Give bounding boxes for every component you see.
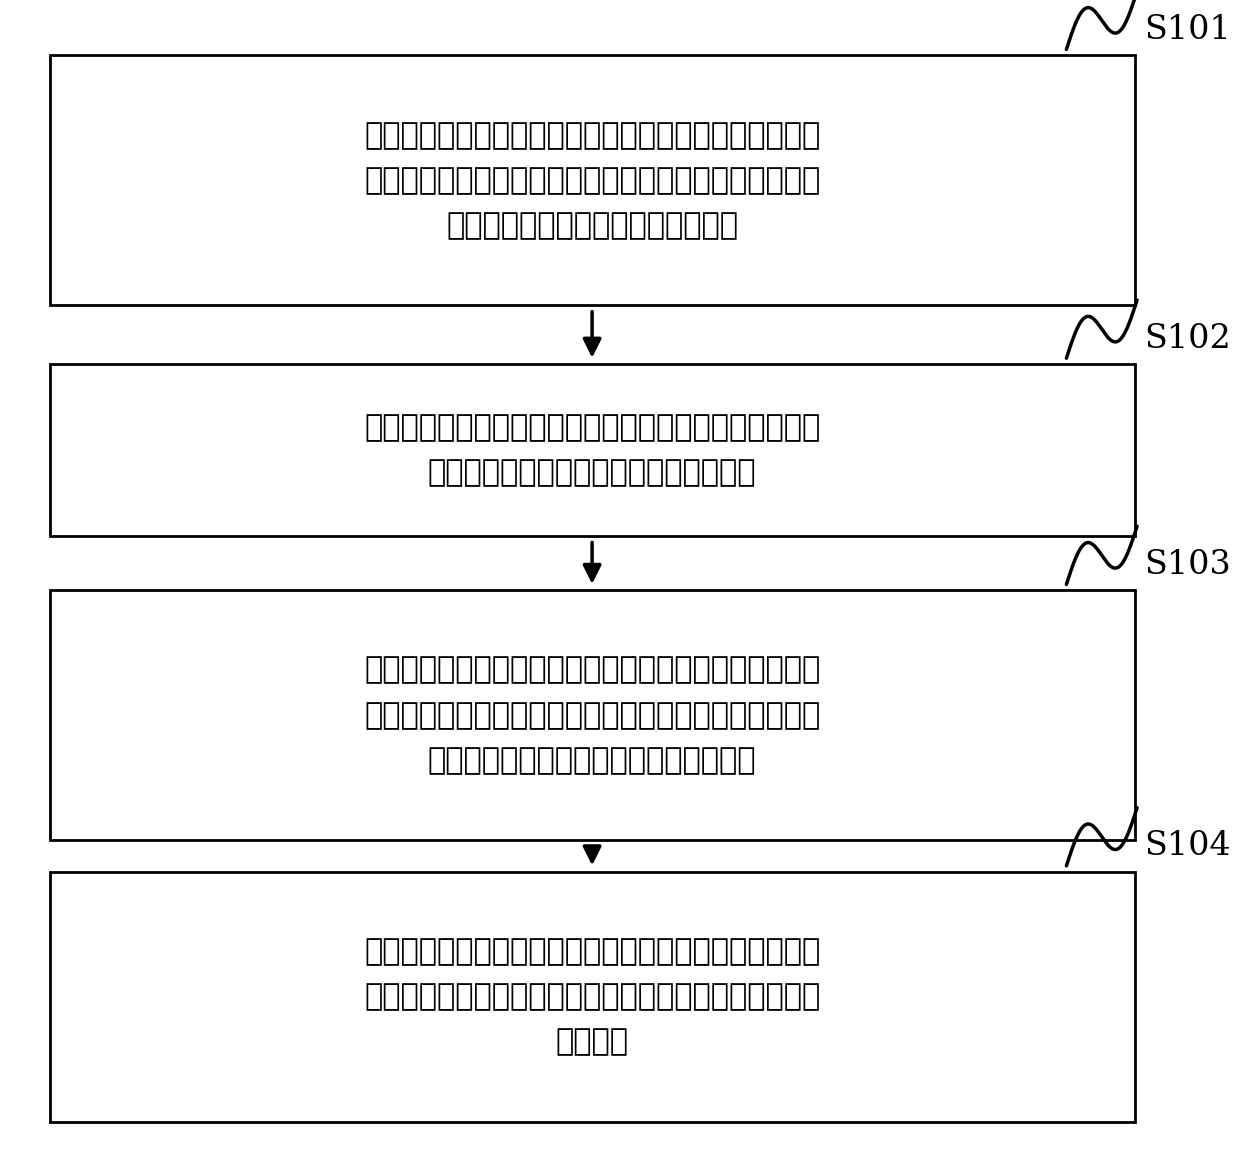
Text: S103: S103 — [1145, 549, 1231, 582]
Text: 确定所述电力系统网络的线路中符合预设的约束条件的目
标线路，并获取各个目标线路的参数信息: 确定所述电力系统网络的线路中符合预设的约束条件的目 标线路，并获取各个目标线路的… — [365, 413, 820, 487]
Bar — [50, 872, 1135, 1121]
Text: S104: S104 — [1145, 830, 1231, 862]
Text: S101: S101 — [1145, 14, 1231, 45]
Text: 根据各个目标线路的参数信息和所述节点导纳矩阵生成各
个目标线路的断线阻抗计算任务，并将所述断线阻抗计算
任务分别映射到图形处理器的对应线程中: 根据各个目标线路的参数信息和所述节点导纳矩阵生成各 个目标线路的断线阻抗计算任务… — [365, 656, 820, 775]
Bar — [50, 55, 1135, 305]
Bar — [50, 590, 1135, 840]
Text: S102: S102 — [1145, 322, 1231, 355]
Text: 在所述图形处理器的各个线程中，根据各个目标线路的参
数信息和所述节点导纳矩阵并行计算得到各个目标线路的
断线阻抗: 在所述图形处理器的各个线程中，根据各个目标线路的参 数信息和所述节点导纳矩阵并行… — [365, 937, 820, 1056]
Text: 获取电力系统网络的线路信息，根据所述线路信息获取电
力系统网络中的各个节点的节点信息，并根据所述节点信
息计算电力系统网络的节点导纳矩阵: 获取电力系统网络的线路信息，根据所述线路信息获取电 力系统网络中的各个节点的节点… — [365, 121, 820, 240]
Bar — [50, 364, 1135, 536]
